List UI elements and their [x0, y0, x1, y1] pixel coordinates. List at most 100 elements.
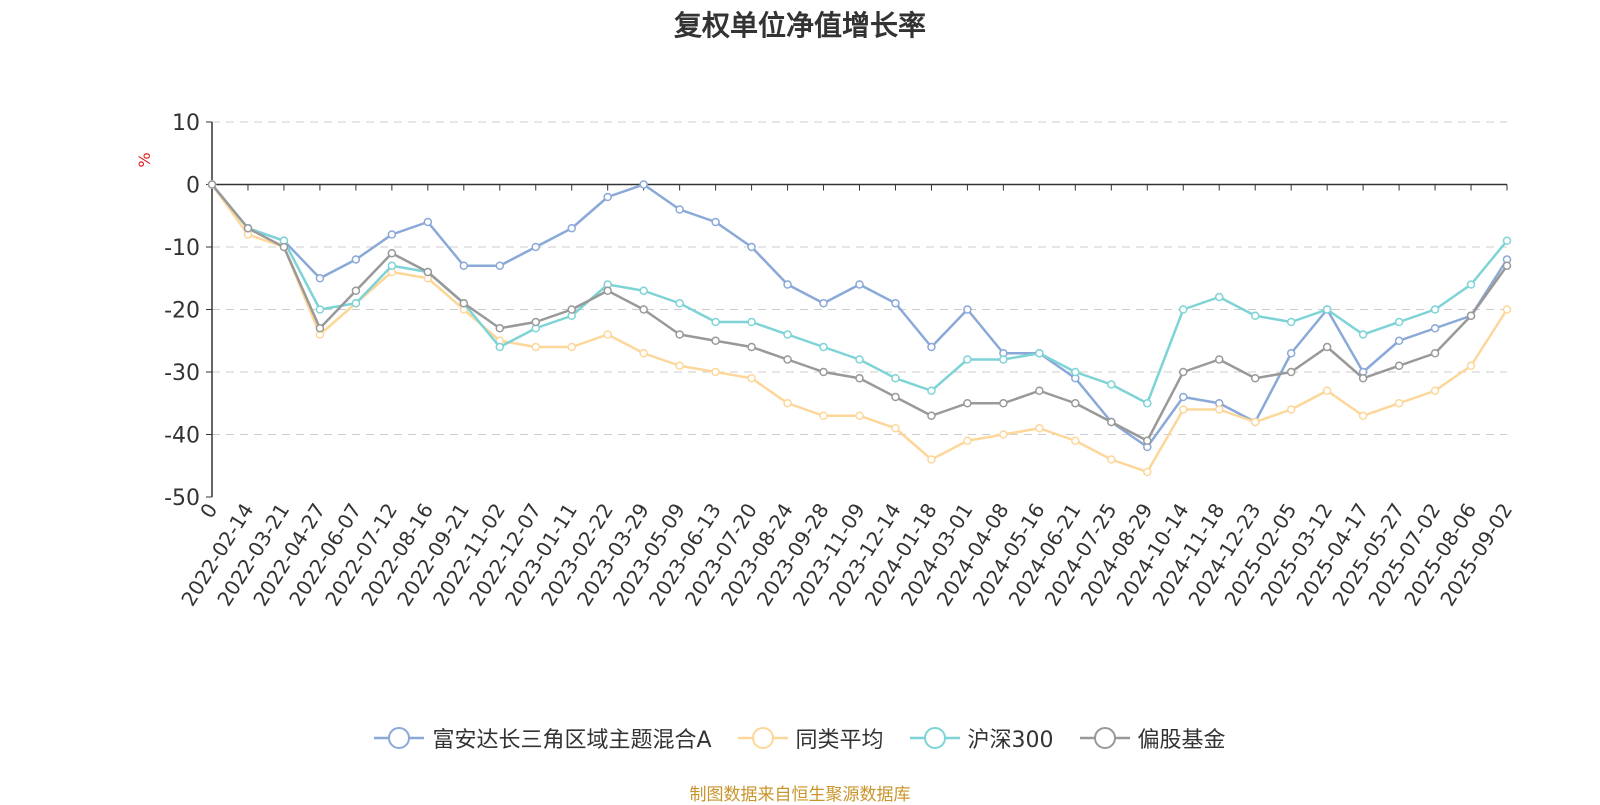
data-point[interactable]	[1466, 361, 1476, 370]
data-point[interactable]	[531, 317, 540, 327]
data-point[interactable]	[1394, 399, 1404, 408]
legend-item-2[interactable]: 沪深300	[909, 722, 1054, 754]
data-point[interactable]	[603, 286, 612, 295]
data-point[interactable]	[927, 386, 936, 395]
data-point[interactable]	[963, 436, 972, 445]
data-point[interactable]	[855, 280, 864, 289]
data-point[interactable]	[927, 455, 936, 464]
data-point[interactable]	[639, 286, 648, 295]
data-point[interactable]	[819, 367, 828, 377]
data-point[interactable]	[1502, 236, 1512, 245]
data-point[interactable]	[639, 349, 648, 358]
data-point[interactable]	[1214, 405, 1224, 414]
data-point[interactable]	[1179, 392, 1188, 402]
data-point[interactable]	[1394, 317, 1404, 327]
data-point[interactable]	[1071, 436, 1080, 445]
data-point[interactable]	[1286, 367, 1296, 377]
legend-item-1[interactable]: 同类平均	[737, 722, 884, 754]
data-point[interactable]	[315, 305, 325, 314]
data-point[interactable]	[1214, 355, 1224, 364]
data-point[interactable]	[495, 342, 505, 352]
data-point[interactable]	[1071, 367, 1080, 377]
data-point[interactable]	[999, 430, 1008, 439]
data-point[interactable]	[1286, 317, 1296, 327]
data-point[interactable]	[567, 305, 576, 314]
data-point[interactable]	[1179, 367, 1188, 377]
data-point[interactable]	[927, 411, 936, 420]
data-point[interactable]	[243, 224, 253, 233]
data-point[interactable]	[279, 242, 289, 252]
data-point[interactable]	[1358, 374, 1368, 383]
data-point[interactable]	[531, 242, 540, 252]
data-point[interactable]	[1143, 436, 1152, 445]
data-point[interactable]	[315, 274, 325, 283]
data-point[interactable]	[1035, 424, 1044, 433]
data-point[interactable]	[675, 299, 684, 308]
data-point[interactable]	[999, 399, 1008, 408]
data-point[interactable]	[819, 299, 828, 308]
data-point[interactable]	[891, 299, 900, 308]
data-point[interactable]	[1358, 411, 1368, 420]
data-point[interactable]	[783, 399, 792, 408]
data-point[interactable]	[351, 299, 361, 308]
data-point[interactable]	[1071, 399, 1080, 408]
data-point[interactable]	[1286, 349, 1296, 358]
data-point[interactable]	[675, 330, 684, 339]
data-point[interactable]	[783, 355, 792, 364]
data-point[interactable]	[1394, 361, 1404, 370]
data-point[interactable]	[1250, 311, 1260, 320]
data-point[interactable]	[603, 192, 612, 202]
data-point[interactable]	[819, 411, 828, 420]
data-point[interactable]	[963, 305, 972, 314]
data-point[interactable]	[639, 305, 648, 314]
data-point[interactable]	[1466, 311, 1476, 320]
data-point[interactable]	[351, 255, 361, 264]
data-point[interactable]	[603, 330, 612, 339]
data-point[interactable]	[747, 242, 756, 252]
data-point[interactable]	[1035, 349, 1044, 358]
data-point[interactable]	[1358, 330, 1368, 339]
data-point[interactable]	[387, 261, 397, 270]
data-point[interactable]	[1250, 374, 1260, 383]
data-point[interactable]	[531, 342, 540, 352]
data-point[interactable]	[423, 267, 433, 277]
data-point[interactable]	[1430, 324, 1440, 333]
data-point[interactable]	[1250, 417, 1260, 427]
data-point[interactable]	[1322, 342, 1332, 352]
data-point[interactable]	[495, 261, 505, 270]
data-point[interactable]	[891, 374, 900, 383]
data-point[interactable]	[567, 342, 576, 352]
data-point[interactable]	[891, 424, 900, 433]
data-point[interactable]	[1107, 417, 1116, 427]
data-point[interactable]	[711, 336, 720, 345]
data-point[interactable]	[1322, 305, 1332, 314]
data-point[interactable]	[495, 324, 505, 333]
data-point[interactable]	[891, 392, 900, 402]
data-point[interactable]	[1107, 380, 1116, 389]
data-point[interactable]	[387, 230, 397, 239]
data-point[interactable]	[423, 217, 433, 227]
data-point[interactable]	[963, 355, 972, 364]
data-point[interactable]	[927, 342, 936, 352]
data-point[interactable]	[711, 367, 720, 377]
data-point[interactable]	[1502, 261, 1512, 270]
data-point[interactable]	[855, 374, 864, 383]
data-point[interactable]	[459, 261, 469, 270]
data-point[interactable]	[1035, 386, 1044, 395]
data-point[interactable]	[639, 180, 648, 189]
data-point[interactable]	[1143, 399, 1152, 408]
data-point[interactable]	[783, 280, 792, 289]
data-point[interactable]	[711, 317, 720, 327]
data-point[interactable]	[567, 224, 576, 233]
data-point[interactable]	[963, 399, 972, 408]
data-point[interactable]	[1394, 336, 1404, 345]
data-point[interactable]	[1322, 386, 1332, 395]
data-point[interactable]	[747, 374, 756, 383]
data-point[interactable]	[1179, 405, 1188, 414]
data-point[interactable]	[351, 286, 361, 295]
data-point[interactable]	[747, 317, 756, 327]
data-point[interactable]	[459, 299, 469, 308]
data-point[interactable]	[711, 217, 720, 227]
data-point[interactable]	[819, 342, 828, 352]
data-point[interactable]	[855, 411, 864, 420]
